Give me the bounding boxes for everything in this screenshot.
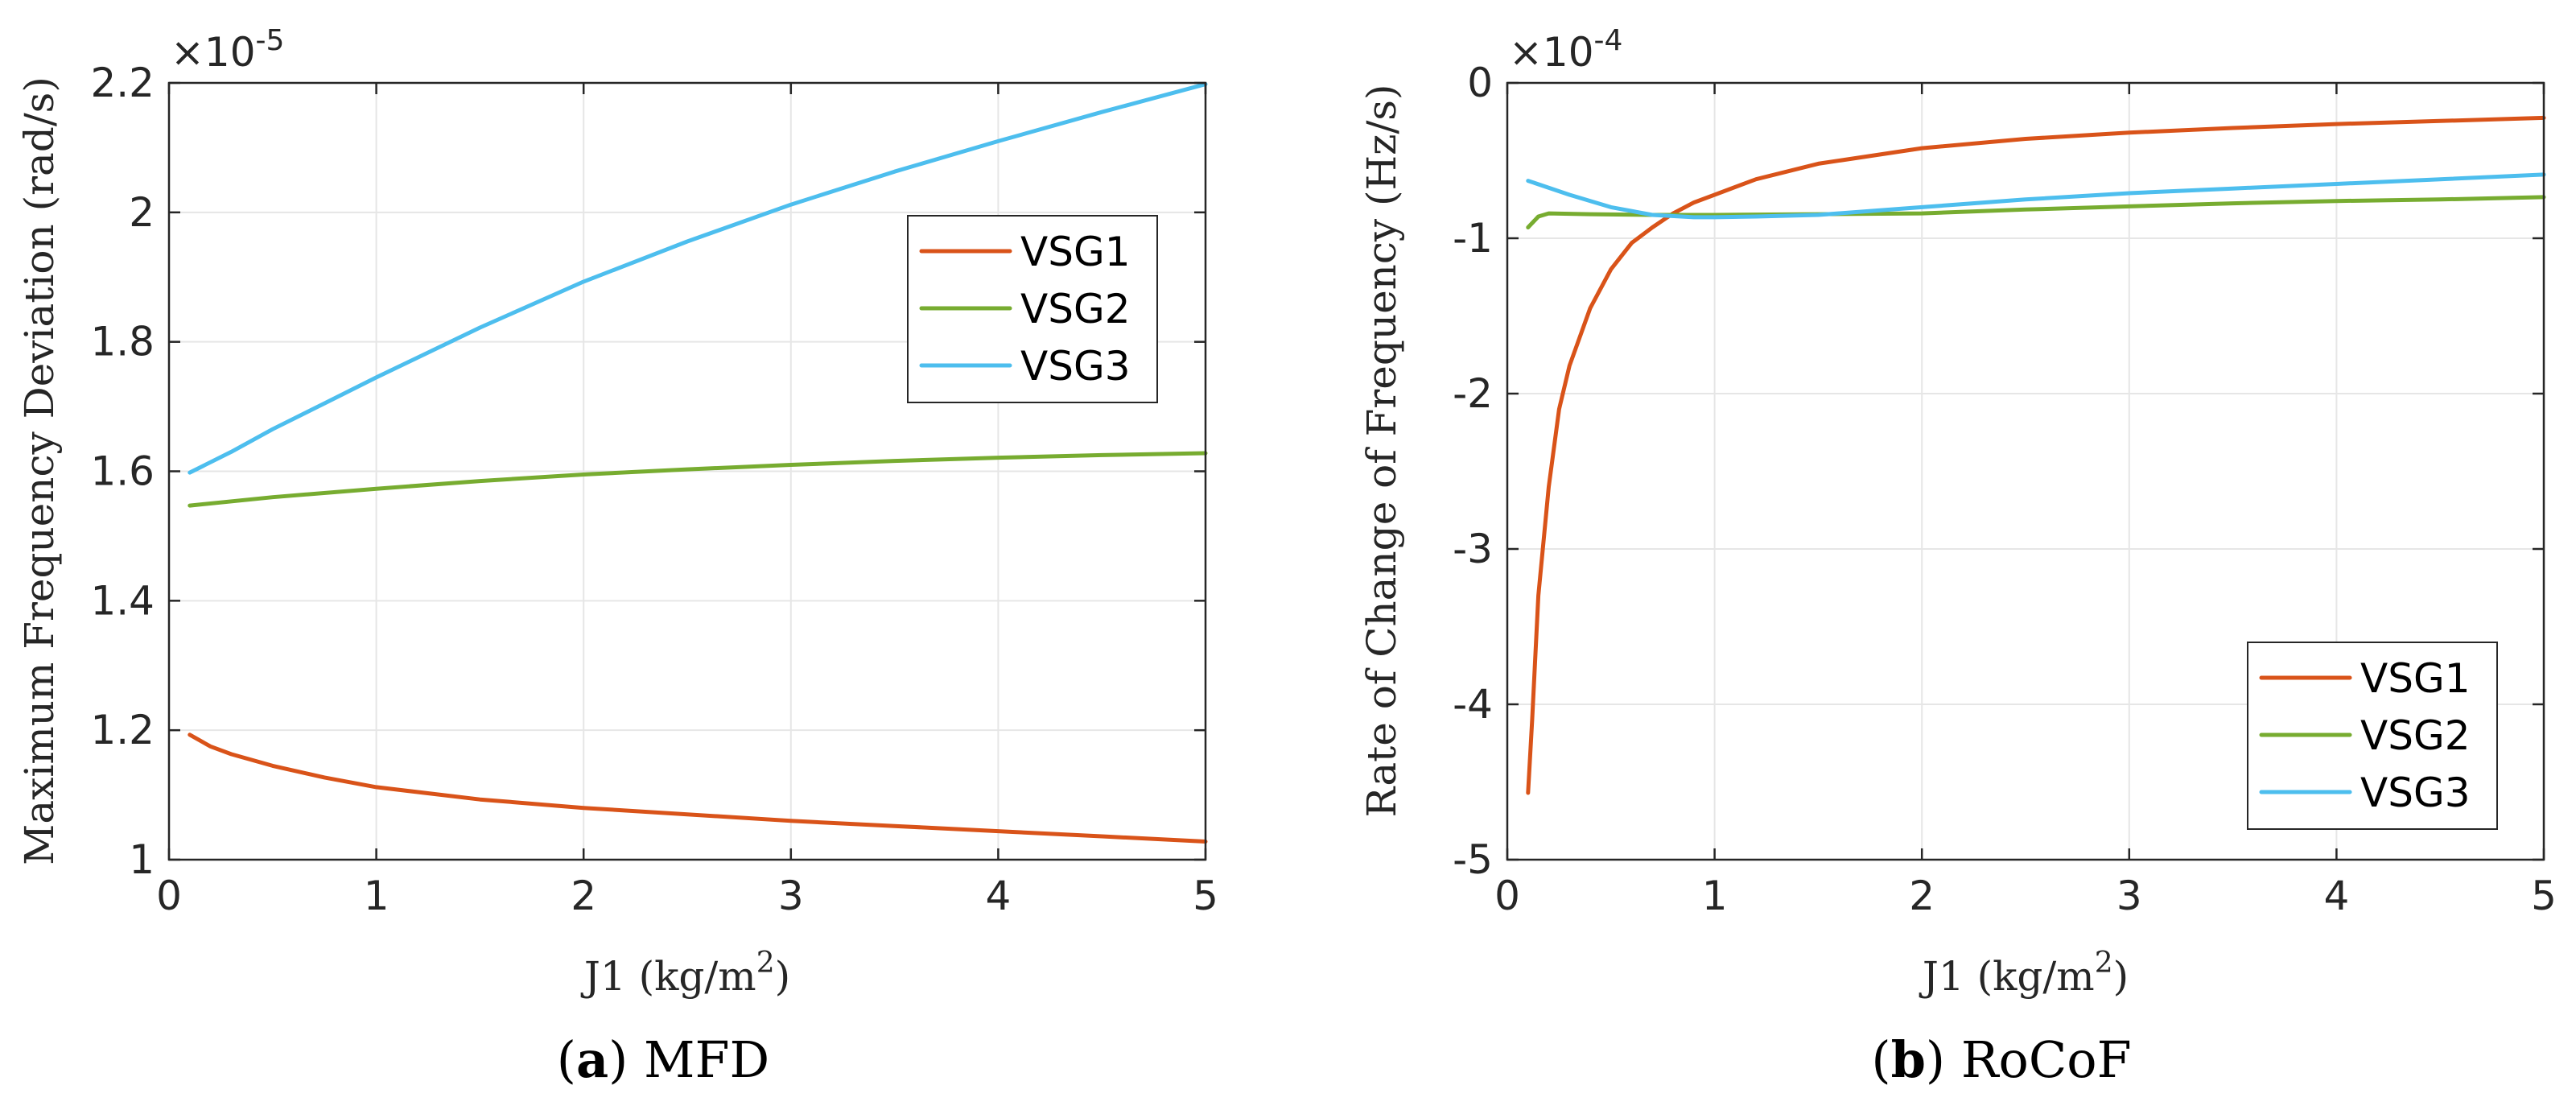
series-line-vsg3 [188,82,1208,475]
x-tick-label: 0 [156,873,182,919]
y-tick-label: 1.2 [90,707,155,753]
y-exponent-label: ×10-4 [1509,24,1622,76]
panel-b-rocof-chart: 0 1 2 3 4 5 -5 -4 -3 -2 -1 0 ×10-4 Rate of Change o… [1358,24,2557,1089]
plot-frame [1506,81,2545,861]
x-tick-label: 0 [1494,873,1520,919]
x-tick-label: 4 [2323,873,2349,919]
y-tick-label: -5 [1453,836,1493,883]
x-tick-label: 2 [571,873,596,919]
panel-caption: (a) MFD [557,1030,770,1089]
x-axis-label: J1 (kg/m2) [1919,947,2129,1000]
y-tick-label: 1.8 [90,319,155,365]
y-tick-label: 2 [129,189,155,236]
x-tick-label: 3 [2116,873,2142,919]
y-tick-label: 2.2 [90,60,155,106]
x-axis-label: J1 (kg/m2) [580,947,790,1000]
y-tick-label: -3 [1453,526,1493,572]
series-line-vsg3 [1526,172,2546,220]
series-line-vsg1 [1526,115,2546,795]
x-tick-label: 3 [778,873,804,919]
series-line-vsg2 [188,451,1208,508]
series-line-vsg2 [1526,195,2546,229]
x-tick-label: 4 [985,873,1011,919]
y-tick-label: 1.6 [90,448,155,495]
y-tick-label: -2 [1453,370,1493,417]
panel-caption: (b) RoCoF [1871,1030,2131,1089]
x-tick-label: 1 [1702,873,1728,919]
y-tick-label: -4 [1453,681,1493,728]
legend-label-vsg2: VSG2 [2360,712,2471,759]
legend-label-vsg2: VSG2 [1020,286,1131,332]
y-tick-label: 1 [129,836,155,883]
y-axis-label: Rate of Change of Frequency (Hz/s) [1358,85,1405,818]
legend-label-vsg3: VSG3 [1020,343,1131,390]
y-axis-label: Maximum Frequency Deviation (rad/s) [16,76,63,865]
y-tick-label: 0 [1467,60,1493,106]
y-tick-label: -1 [1453,215,1493,262]
series-line-vsg1 [188,732,1208,844]
x-tick-label: 5 [1193,873,1218,919]
legend-label-vsg1: VSG1 [1020,229,1131,275]
legend-label-vsg3: VSG3 [2360,770,2471,816]
panel-a-mfd-chart: 0 1 2 3 4 511.21.41.61.822.2 ×10-5 Maximum Fr… [16,24,1218,1089]
x-tick-label: 2 [1909,873,1935,919]
legend: VSG1 VSG2 VSG3 [2247,642,2498,830]
legend: VSG1 VSG2 VSG3 [907,215,1158,403]
x-tick-label: 5 [2531,873,2557,919]
y-exponent-label: ×10-5 [171,24,284,76]
y-tick-label: 1.4 [90,577,155,624]
legend-label-vsg1: VSG1 [2360,655,2471,702]
x-tick-label: 1 [364,873,389,919]
